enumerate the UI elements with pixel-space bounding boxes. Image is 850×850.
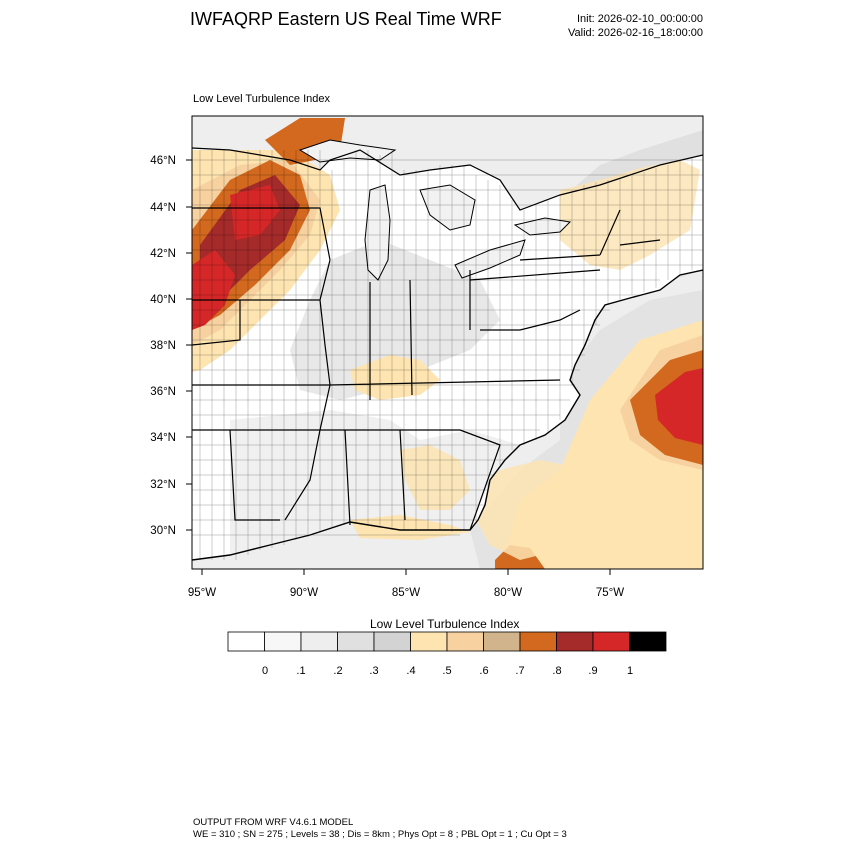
legend-tick: .5 xyxy=(442,665,451,677)
ocean-field-09 xyxy=(655,368,703,445)
valid-time: Valid: 2026-02-16_18:00:00 xyxy=(568,27,703,39)
legend-color-box xyxy=(410,631,448,652)
legend-tick: .8 xyxy=(552,665,561,677)
legend-tick: .1 xyxy=(296,665,305,677)
county-lines xyxy=(192,150,703,560)
nw-band-max-2 xyxy=(230,185,280,240)
legend-tick: .3 xyxy=(369,665,378,677)
land-field-georgia xyxy=(400,445,470,510)
lat-label: 44°N xyxy=(150,202,176,214)
lake-ontario xyxy=(513,217,572,236)
lon-label: 95°W xyxy=(188,587,216,599)
lon-label: 85°W xyxy=(392,587,420,599)
lat-label: 32°N xyxy=(150,479,176,491)
legend-tick: .7 xyxy=(515,665,524,677)
lake-huron xyxy=(419,184,476,231)
legend-color-box xyxy=(227,631,265,652)
legend-color-box xyxy=(337,631,375,652)
legend-tick-labels: 0 .1 .2 .3 .4 .5 .6 .7 .8 .9 1 xyxy=(262,665,633,677)
coastline xyxy=(192,269,703,561)
legend-tick: .9 xyxy=(588,665,597,677)
legend-color-box xyxy=(300,631,338,652)
legend-color-box xyxy=(519,631,557,652)
legend-tick: .6 xyxy=(479,665,488,677)
lat-label: 40°N xyxy=(150,294,176,306)
lat-label: 36°N xyxy=(150,386,176,398)
legend-tick: .2 xyxy=(333,665,342,677)
map-frame xyxy=(191,115,704,570)
lat-label: 30°N xyxy=(150,525,176,537)
legend-color-box xyxy=(556,631,594,652)
lat-label: 38°N xyxy=(150,340,176,352)
land-field-kentucky xyxy=(350,355,440,400)
lon-label: 90°W xyxy=(290,587,318,599)
footer-model: OUTPUT FROM WRF V4.6.1 MODEL xyxy=(193,817,354,828)
legend-color-box xyxy=(629,631,667,652)
lat-label: 42°N xyxy=(150,248,176,260)
legend-tick: .4 xyxy=(406,665,415,677)
state-boundaries xyxy=(192,207,661,531)
northern-border xyxy=(192,147,703,211)
legend-color-box xyxy=(446,631,484,652)
lon-label: 80°W xyxy=(494,587,522,599)
land-field-south xyxy=(230,410,520,555)
lat-label: 34°N xyxy=(150,432,176,444)
legend-tick: 1 xyxy=(627,665,633,677)
latitude-axis xyxy=(186,159,192,531)
footer-config: WE = 310 ; SN = 275 ; Levels = 38 ; Dis … xyxy=(193,829,567,840)
ocean-field-south xyxy=(465,460,620,560)
lon-label: 75°W xyxy=(596,587,624,599)
lat-label: 46°N xyxy=(150,155,176,167)
map-panel xyxy=(192,116,703,569)
legend-color-box xyxy=(592,631,630,652)
legend-color-box xyxy=(264,631,302,652)
legend-tick: 0 xyxy=(262,665,268,677)
legend-color-box xyxy=(483,631,521,652)
longitude-axis xyxy=(201,569,611,575)
land-field-northeast xyxy=(560,160,700,270)
legend-color-box xyxy=(373,631,411,652)
chart-title: IWFAQRP Eastern US Real Time WRF xyxy=(190,9,502,29)
field-label: Low Level Turbulence Index xyxy=(193,93,330,105)
init-time: Init: 2026-02-10_00:00:00 xyxy=(577,13,703,25)
legend-colorbar xyxy=(227,631,667,652)
legend-title: Low Level Turbulence Index xyxy=(370,617,520,631)
